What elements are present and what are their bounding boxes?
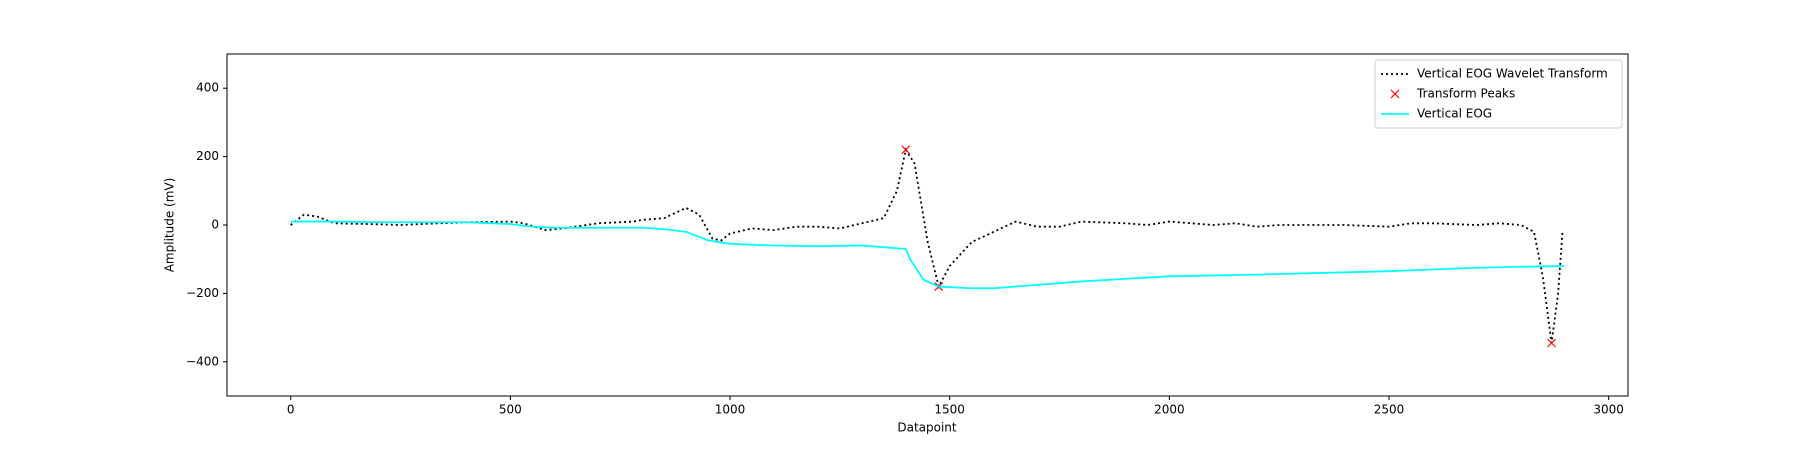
y-tick-label: −400 <box>186 354 219 368</box>
y-tick-label: 400 <box>196 81 219 95</box>
legend-label: Vertical EOG Wavelet Transform <box>1417 67 1608 81</box>
x-tick-label: 1500 <box>934 403 965 417</box>
x-tick-label: 2000 <box>1154 403 1185 417</box>
x-axis-label: Datapoint <box>897 421 957 435</box>
legend-box <box>1374 59 1623 129</box>
peak-marker <box>1547 338 1556 348</box>
series-line <box>290 147 1564 344</box>
x-tick-label: 1000 <box>715 403 746 417</box>
y-tick-label: −200 <box>186 286 219 300</box>
x-tick-label: 0 <box>287 403 295 417</box>
x-tick-label: 2500 <box>1374 403 1405 417</box>
y-tick-label: 200 <box>196 149 219 163</box>
y-axis-label: Amplitude (mV) <box>163 178 177 273</box>
legend-label: Transform Peaks <box>1416 87 1515 101</box>
series-line <box>290 220 1565 290</box>
peak-marker <box>901 145 911 155</box>
x-tick-label: 3000 <box>1593 403 1624 417</box>
legend-label: Vertical EOG <box>1417 107 1492 121</box>
x-tick-label: 500 <box>499 403 522 417</box>
legend-marker <box>1390 89 1400 99</box>
y-tick-label: 0 <box>211 218 219 232</box>
